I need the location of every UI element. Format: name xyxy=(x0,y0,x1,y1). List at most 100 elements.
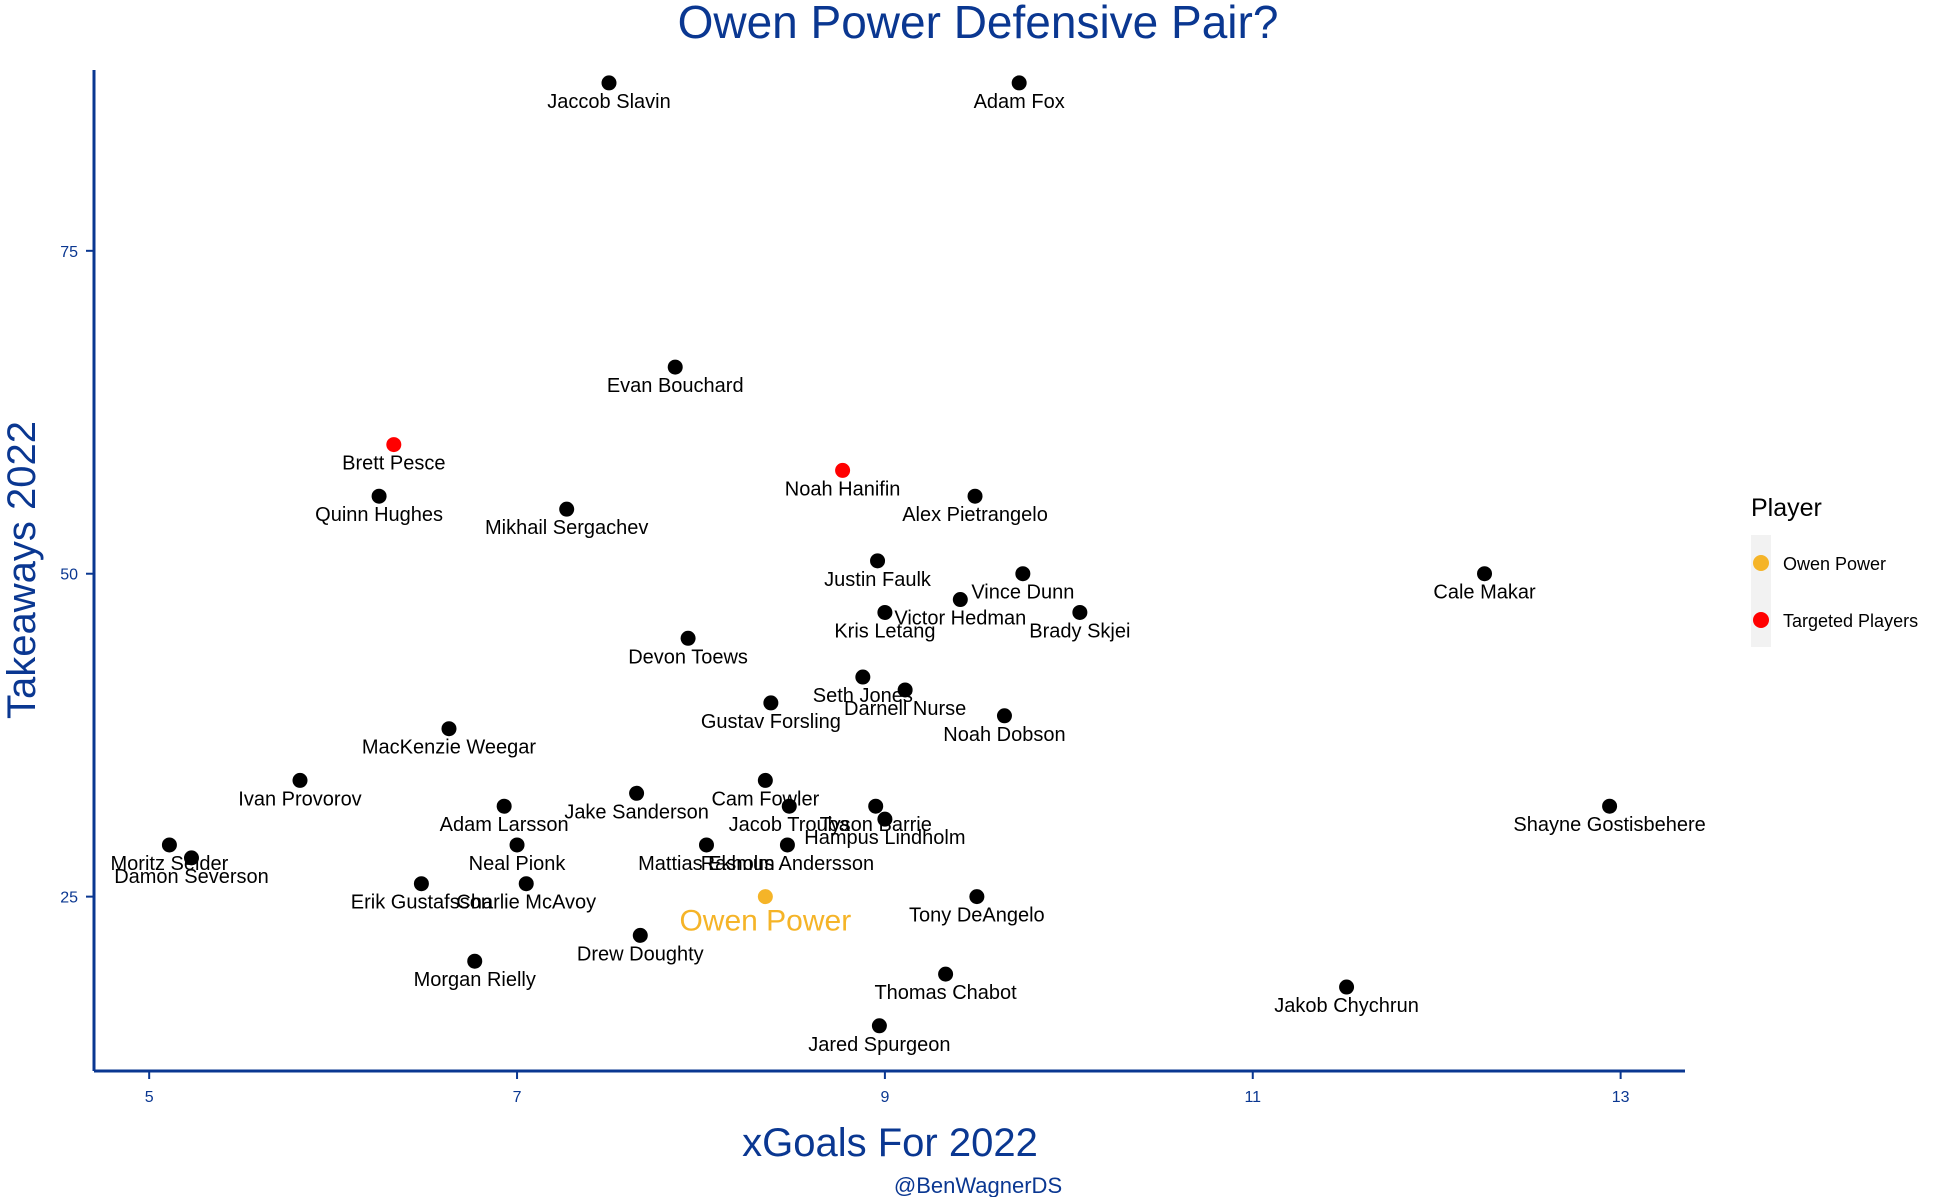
x-tick-label: 7 xyxy=(513,1089,522,1106)
legend-title: Player xyxy=(1751,494,1822,522)
label-cam-fowler: Cam Fowler xyxy=(711,788,819,810)
y-tick-label: 25 xyxy=(60,890,78,907)
point-labels: Jaccob Slavin Adam Fox Evan Bouchard Brett … xyxy=(111,91,1706,1056)
label-vince-dunn: Vince Dunn xyxy=(971,582,1074,604)
point-vince-dunn xyxy=(1015,566,1031,582)
point-quinn-hughes xyxy=(371,488,387,504)
label-victor-hedman: Victor Hedman xyxy=(894,608,1026,630)
label-brady-skjei: Brady Skjei xyxy=(1029,620,1130,642)
point-hampus-lindholm xyxy=(877,811,893,827)
label-adam-fox: Adam Fox xyxy=(974,91,1065,113)
label-jared-spurgeon: Jared Spurgeon xyxy=(808,1034,950,1056)
point-drew-doughty xyxy=(632,927,648,943)
legend-label-targeted-players: Targeted Players xyxy=(1783,611,1918,631)
label-mattias-ekholm: Mattias Ekholm xyxy=(638,853,775,875)
x-tick-label: 9 xyxy=(880,1089,889,1106)
point-jared-spurgeon xyxy=(871,1018,887,1034)
point-brett-pesce xyxy=(386,437,402,453)
data-points xyxy=(161,75,1618,1034)
legend-key-owen-power xyxy=(1753,555,1769,571)
label-adam-larsson: Adam Larsson xyxy=(440,814,569,836)
y-tick-label: 75 xyxy=(60,244,78,261)
label-jacob-trouba: Jacob Trouba xyxy=(729,814,851,836)
y-ticks: 25 50 75 xyxy=(60,244,94,907)
point-justin-faulk xyxy=(870,553,886,569)
point-cale-makar xyxy=(1477,566,1493,582)
point-noah-hanifin xyxy=(835,462,851,478)
label-thomas-chabot: Thomas Chabot xyxy=(874,982,1017,1004)
x-axis-title: xGoals For 2022 xyxy=(742,1121,1038,1165)
label-evan-bouchard: Evan Bouchard xyxy=(607,375,744,397)
label-jakob-chychrun: Jakob Chychrun xyxy=(1274,995,1419,1017)
point-morgan-rielly xyxy=(467,953,483,969)
point-seth-jones xyxy=(855,669,871,685)
legend-key-background xyxy=(1751,535,1771,647)
point-mattias-ekholm xyxy=(698,837,714,853)
axes xyxy=(92,70,1685,1073)
chart-title: Owen Power Defensive Pair? xyxy=(678,0,1279,48)
point-noah-dobson xyxy=(996,708,1012,724)
label-ivan-provorov: Ivan Provorov xyxy=(238,788,361,810)
x-tick-label: 13 xyxy=(1612,1089,1630,1106)
y-tick-label: 50 xyxy=(60,567,78,584)
point-rasmus-andersson xyxy=(779,837,795,853)
label-brett-pesce: Brett Pesce xyxy=(342,453,445,475)
point-darnell-nurse xyxy=(897,682,913,698)
label-gustav-forsling: Gustav Forsling xyxy=(701,711,841,733)
label-cale-makar: Cale Makar xyxy=(1433,582,1536,604)
label-mackenzie-weegar: MacKenzie Weegar xyxy=(362,737,537,759)
label-kris-letang: Kris Letang xyxy=(834,620,935,642)
caption: @BenWagnerDS xyxy=(894,1173,1062,1197)
x-ticks: 5 7 9 11 13 xyxy=(145,1071,1630,1106)
point-moritz-seider xyxy=(161,837,177,853)
label-neal-pionk: Neal Pionk xyxy=(469,853,567,875)
point-cam-fowler xyxy=(757,772,773,788)
label-tyson-barrie: Tyson Barrie xyxy=(820,814,932,836)
point-devon-toews xyxy=(680,630,696,646)
label-justin-faulk: Justin Faulk xyxy=(824,569,932,591)
label-shayne-gostisbehere: Shayne Gostisbehere xyxy=(1513,814,1705,836)
point-brady-skjei xyxy=(1072,604,1088,620)
label-erik-gustafsson: Erik Gustafsson xyxy=(351,892,492,914)
label-jake-sanderson: Jake Sanderson xyxy=(564,801,709,823)
point-ivan-provorov xyxy=(292,772,308,788)
point-neal-pionk xyxy=(509,837,525,853)
point-kris-letang xyxy=(877,604,893,620)
point-tony-deangelo xyxy=(969,889,985,905)
label-alex-pietrangelo: Alex Pietrangelo xyxy=(902,504,1048,526)
label-rasmus-andersson: Rasmus Andersson xyxy=(701,853,874,875)
point-jacob-trouba xyxy=(781,798,797,814)
label-morgan-rielly: Morgan Rielly xyxy=(414,969,536,991)
point-mackenzie-weegar xyxy=(441,721,457,737)
label-noah-dobson: Noah Dobson xyxy=(943,724,1065,746)
label-damon-severson: Damon Severson xyxy=(114,866,269,888)
point-jake-sanderson xyxy=(629,785,645,801)
point-adam-fox xyxy=(1011,75,1027,91)
legend: Player Owen Power Targeted Players xyxy=(1751,494,1918,647)
label-noah-hanifin: Noah Hanifin xyxy=(785,478,901,500)
legend-label-owen-power: Owen Power xyxy=(1783,554,1886,574)
point-victor-hedman xyxy=(952,592,968,608)
point-charlie-mcavoy xyxy=(518,876,534,892)
label-hampus-lindholm: Hampus Lindholm xyxy=(804,827,965,849)
point-alex-pietrangelo xyxy=(967,488,983,504)
label-mikhail-sergachev: Mikhail Sergachev xyxy=(485,517,648,539)
point-jaccob-slavin xyxy=(601,75,617,91)
point-shayne-gostisbehere xyxy=(1602,798,1618,814)
label-drew-doughty: Drew Doughty xyxy=(577,943,704,965)
label-quinn-hughes: Quinn Hughes xyxy=(315,504,443,526)
point-thomas-chabot xyxy=(938,966,954,982)
label-moritz-seider: Moritz Seider xyxy=(111,853,229,875)
label-owen-power: Owen Power xyxy=(679,905,851,938)
point-owen-power xyxy=(757,889,773,905)
point-erik-gustafsson xyxy=(413,876,429,892)
legend-key-targeted-players xyxy=(1753,612,1769,628)
label-charlie-mcavoy: Charlie McAvoy xyxy=(456,892,596,914)
point-evan-bouchard xyxy=(667,359,683,375)
point-adam-larsson xyxy=(496,798,512,814)
y-axis-title: Takeaways 2022 xyxy=(0,421,44,719)
x-tick-label: 5 xyxy=(145,1089,154,1106)
point-gustav-forsling xyxy=(763,695,779,711)
point-jakob-chychrun xyxy=(1339,979,1355,995)
